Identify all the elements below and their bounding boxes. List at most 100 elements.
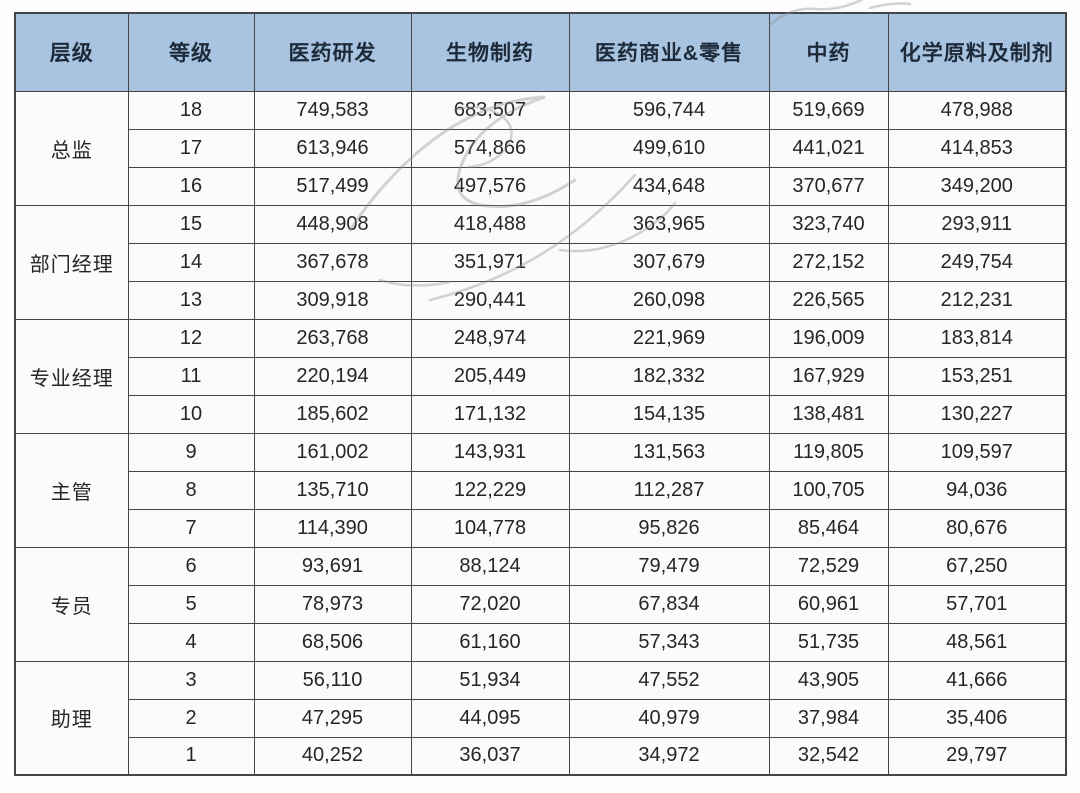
value-cell: 448,908 [253,204,412,244]
value-cell: 441,021 [768,128,889,168]
value-cell: 131,563 [568,432,770,472]
value-cell: 613,946 [253,128,412,168]
column-header: 等级 [127,12,255,92]
value-cell: 119,805 [768,432,889,472]
grade-cell: 14 [127,242,255,282]
value-cell: 61,160 [410,622,570,662]
grade-cell: 3 [127,660,255,700]
value-cell: 60,961 [768,584,889,624]
value-cell: 93,691 [253,546,412,586]
table-row: 11 220,194 205,449 182,332 167,929 153,251 [15,356,1067,396]
level-cell: 助理 [14,660,129,776]
grade-cell: 13 [127,280,255,320]
value-cell: 414,853 [887,128,1067,168]
value-cell: 85,464 [768,508,889,548]
value-cell: 37,984 [768,698,889,738]
value-cell: 272,152 [768,242,889,282]
value-cell: 185,602 [253,394,412,434]
value-cell: 293,911 [887,204,1067,244]
value-cell: 161,002 [253,432,412,472]
value-cell: 104,778 [410,508,570,548]
value-cell: 40,252 [253,736,412,776]
table-row: 14 367,678 351,971 307,679 272,152 249,754 [15,242,1067,282]
table-row: 总监 18 749,583 683,507 596,744 519,669 478,988 [14,90,1067,206]
value-cell: 114,390 [253,508,412,548]
value-cell: 499,610 [568,128,770,168]
value-cell: 68,506 [253,622,412,662]
value-cell: 36,037 [410,736,570,776]
table-row: 16 517,499 497,576 434,648 370,677 349,200 [15,166,1067,206]
value-cell: 309,918 [253,280,412,320]
grade-cell: 6 [127,546,255,586]
value-cell: 67,250 [887,546,1067,586]
value-cell: 183,814 [887,318,1067,358]
value-cell: 517,499 [253,166,412,206]
table-row: 主管 9 161,002 143,931 131,563 119,805 109,597 [14,432,1067,548]
level-cell: 总监 [14,90,129,206]
value-cell: 370,677 [768,166,889,206]
grade-cell: 15 [127,204,255,244]
value-cell: 48,561 [887,622,1067,662]
level-cell: 部门经理 [14,204,129,320]
table-row: 10 185,602 171,132 154,135 138,481 130,227 [15,394,1067,434]
value-cell: 138,481 [768,394,889,434]
grade-cell: 2 [127,698,255,738]
table-row: 助理 3 56,110 51,934 47,552 43,905 41,666 [14,660,1067,776]
value-cell: 596,744 [568,90,770,130]
grade-cell: 16 [127,166,255,206]
value-cell: 363,965 [568,204,770,244]
value-cell: 112,287 [568,470,770,510]
table-row: 专员 6 93,691 88,124 79,479 72,529 67,250 [14,546,1067,662]
column-header: 层级 [14,12,129,92]
value-cell: 43,905 [768,660,889,700]
grade-cell: 10 [127,394,255,434]
value-cell: 51,934 [410,660,570,700]
table-row: 4 68,506 61,160 57,343 51,735 48,561 [15,622,1067,662]
value-cell: 78,973 [253,584,412,624]
grade-cell: 12 [127,318,255,358]
grade-cell: 4 [127,622,255,662]
grade-cell: 18 [127,90,255,130]
value-cell: 220,194 [253,356,412,396]
value-cell: 182,332 [568,356,770,396]
value-cell: 167,929 [768,356,889,396]
table-row: 13 309,918 290,441 260,098 226,565 212,231 [15,280,1067,320]
grade-cell: 8 [127,470,255,510]
table-row: 5 78,973 72,020 67,834 60,961 57,701 [15,584,1067,624]
value-cell: 171,132 [410,394,570,434]
value-cell: 79,479 [568,546,770,586]
value-cell: 226,565 [768,280,889,320]
value-cell: 47,552 [568,660,770,700]
table-row: 17 613,946 574,866 499,610 441,021 414,853 [15,128,1067,168]
value-cell: 260,098 [568,280,770,320]
table-body: 总监 18 749,583 683,507 596,744 519,669 478,988 1… [14,90,1067,776]
value-cell: 80,676 [887,508,1067,548]
value-cell: 122,229 [410,470,570,510]
value-cell: 72,020 [410,584,570,624]
value-cell: 57,701 [887,584,1067,624]
table-row: 1 40,252 36,037 34,972 32,542 29,797 [15,736,1067,776]
value-cell: 519,669 [768,90,889,130]
grade-cell: 7 [127,508,255,548]
value-cell: 221,969 [568,318,770,358]
value-cell: 574,866 [410,128,570,168]
value-cell: 212,231 [887,280,1067,320]
value-cell: 434,648 [568,166,770,206]
value-cell: 349,200 [887,166,1067,206]
value-cell: 749,583 [253,90,412,130]
grade-cell: 9 [127,432,255,472]
value-cell: 263,768 [253,318,412,358]
value-cell: 478,988 [887,90,1067,130]
value-cell: 72,529 [768,546,889,586]
value-cell: 34,972 [568,736,770,776]
value-cell: 109,597 [887,432,1067,472]
level-cell: 专员 [14,546,129,662]
value-cell: 307,679 [568,242,770,282]
table-row: 8 135,710 122,229 112,287 100,705 94,036 [15,470,1067,510]
column-header: 医药商业&零售 [568,12,770,92]
value-cell: 67,834 [568,584,770,624]
value-cell: 35,406 [887,698,1067,738]
value-cell: 130,227 [887,394,1067,434]
value-cell: 29,797 [887,736,1067,776]
value-cell: 41,666 [887,660,1067,700]
